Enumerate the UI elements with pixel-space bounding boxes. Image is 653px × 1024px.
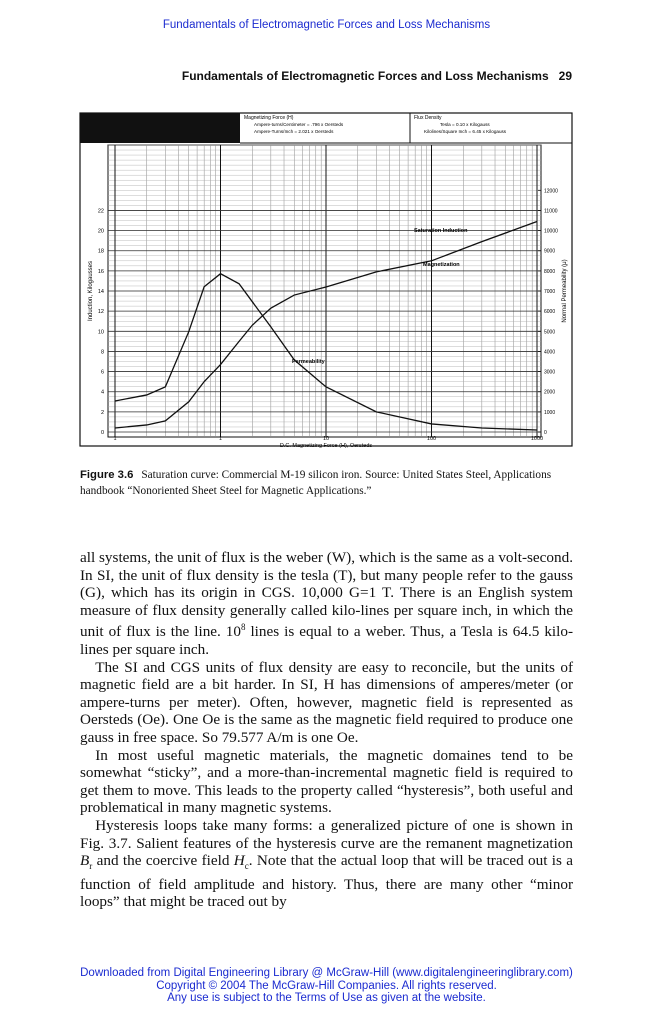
- y2-tick-label: 7000: [544, 289, 555, 295]
- text: The SI and CGS units of flux density are…: [80, 658, 573, 746]
- y-tick-label: 12: [98, 309, 104, 315]
- caption: Figure 3.6 Saturation curve: Commercial M…: [80, 467, 573, 499]
- page-number: 29: [558, 69, 572, 83]
- legend-block: [80, 113, 240, 143]
- y-tick-label: 10: [98, 329, 104, 335]
- y2-tick-label: 9000: [544, 249, 555, 255]
- y2-tick-label: 5000: [544, 329, 555, 335]
- legend-line: Tesla = 0.10 x Kilogauss: [440, 122, 490, 127]
- legend-line: Kilolines/Square Inch = 6.45 x Kilogauss: [424, 129, 507, 134]
- y2-tick-label: 11000: [544, 208, 558, 214]
- running-title: Fundamentals of Electromagnetic Forces a…: [181, 69, 549, 83]
- footer-link[interactable]: Downloaded from Digital Engineering Libr…: [80, 967, 573, 979]
- header-link[interactable]: Fundamentals of Electromagnetic Forces a…: [162, 19, 491, 31]
- figure-frame: [79, 112, 573, 447]
- caption-text: Saturation curve: Commercial M-19 silico…: [80, 469, 552, 497]
- series-label: Permeability: [292, 359, 326, 365]
- text: and the coercive field: [92, 852, 234, 870]
- x-tick-label: 100: [427, 436, 436, 442]
- y2-tick-label: 1000: [544, 410, 555, 416]
- footer-line[interactable]: Any use is subject to the Terms of Use a…: [167, 992, 486, 1004]
- y2-tick-label: 3000: [544, 370, 555, 376]
- paragraph: Hysteresis loops take many forms: a gene…: [80, 817, 573, 911]
- legend-line: Ampere-turns/Centimeter = .796 x Oersted…: [254, 122, 344, 127]
- text: lines is equal to a weber. Thus, a Tesla…: [80, 623, 574, 659]
- plot: 1 1 10 100 100002468101214161820220100020003…: [98, 144, 558, 442]
- x-tick-label: 1: [219, 436, 222, 442]
- footer-line: Copyright © 2004 The McGraw-Hill Compani…: [156, 979, 497, 992]
- y-axis-label: Induction, Kilogausses: [88, 261, 94, 321]
- paragraph: In most useful magnetic materials, the m…: [80, 747, 573, 817]
- annotation: Saturation Induction: [414, 228, 468, 234]
- legend-line: Ampere-Turns/Inch = 2.021 x Oersteds: [254, 129, 334, 134]
- x-tick-label: 1: [113, 436, 116, 442]
- series-line: [114, 220, 538, 429]
- x-tick-label: 10: [323, 436, 329, 442]
- y-tick-label: 2: [101, 410, 104, 416]
- body-text: all systems, the unit of flux is the web…: [80, 549, 573, 911]
- superscript: 8: [241, 622, 246, 633]
- y-tick-label: 6: [101, 370, 104, 376]
- running-head: Fundamentals of Electromagnetic Forces a…: [80, 69, 572, 83]
- y2-tick-label: 0: [544, 430, 547, 436]
- y2-tick-label: 6000: [544, 309, 555, 315]
- x-axis-label: D.C. Magnetizing Force (H), Oersteds: [280, 443, 373, 449]
- y-tick-label: 0: [101, 430, 104, 436]
- figure: Magnetizing Force (H) Ampere-turns/Centi…: [79, 112, 573, 449]
- subscript: r: [89, 861, 93, 872]
- y2-axis-label: Normal Permeability (μ): [562, 259, 568, 322]
- x-tick-label: 1000: [531, 436, 543, 442]
- y-tick-label: 14: [98, 289, 104, 295]
- annotation: Magnetization: [423, 262, 460, 268]
- y-tick-label: 16: [98, 269, 104, 275]
- legend-title: Magnetizing Force (H): [244, 115, 294, 121]
- y2-tick-label: 10000: [544, 229, 558, 235]
- text: In most useful magnetic materials, the m…: [80, 746, 573, 817]
- text: . Note that the actual loop that will be…: [80, 852, 574, 911]
- y-tick-label: 8: [101, 349, 104, 355]
- y2-tick-label: 12000: [544, 188, 558, 194]
- y2-tick-label: 4000: [544, 349, 555, 355]
- text: Hysteresis loops take many forms: a gene…: [80, 816, 573, 852]
- y-tick-label: 22: [98, 208, 104, 214]
- legend-title: Flux Density: [414, 115, 442, 121]
- y2-tick-label: 2000: [544, 390, 555, 396]
- subscript: c: [244, 861, 249, 872]
- series-line: [114, 272, 538, 431]
- y2-tick-label: 8000: [544, 269, 555, 275]
- paragraph: all systems, the unit of flux is the web…: [80, 549, 573, 659]
- symbol: B: [80, 852, 90, 870]
- paragraph: The SI and CGS units of flux density are…: [80, 659, 573, 747]
- text: all systems, the unit of flux is the web…: [80, 549, 573, 641]
- symbol: H: [233, 852, 245, 870]
- y-tick-label: 4: [101, 390, 104, 396]
- y-tick-label: 18: [98, 249, 104, 255]
- y-tick-label: 20: [98, 229, 104, 235]
- footer: Downloaded from Digital Engineering Libr…: [0, 967, 653, 1005]
- caption-label: Figure 3.6: [80, 469, 134, 481]
